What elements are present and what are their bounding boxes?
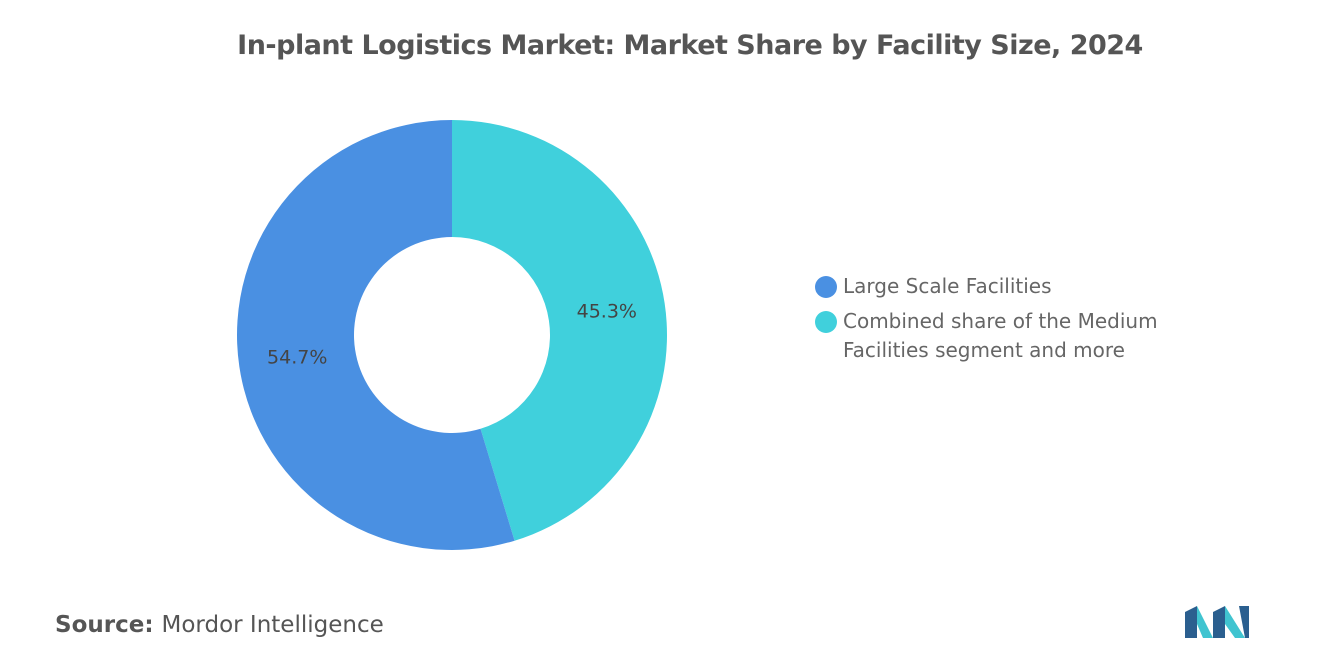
source-label: Source:	[55, 612, 154, 638]
donut-segment	[237, 120, 515, 550]
source: Source: Mordor Intelligence	[55, 612, 384, 638]
legend: Large Scale Facilities Combined share of …	[815, 272, 1175, 371]
legend-swatch	[815, 311, 837, 333]
logo	[1185, 606, 1249, 638]
donut-segment	[452, 120, 668, 541]
legend-label: Large Scale Facilities	[843, 274, 1052, 298]
legend-label: Combined share of the Medium Facilities …	[843, 309, 1158, 362]
legend-item: Large Scale Facilities	[815, 272, 1175, 301]
chart-title: In-plant Logistics Market: Market Share …	[237, 30, 1143, 61]
value-label: 54.7%	[267, 347, 327, 369]
legend-item: Combined share of the Medium Facilities …	[815, 307, 1175, 365]
value-label: 45.3%	[577, 300, 637, 322]
legend-swatch	[815, 276, 837, 298]
source-text: Mordor Intelligence	[161, 612, 384, 638]
